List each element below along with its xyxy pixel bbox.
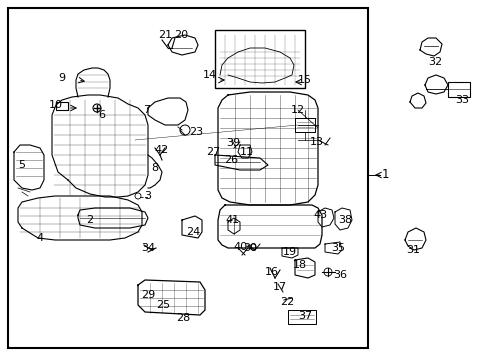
Text: 37: 37 (297, 311, 311, 321)
Text: 3: 3 (144, 191, 151, 201)
Bar (447, 82, 469, 97)
Text: 23: 23 (188, 127, 203, 137)
Text: 27: 27 (205, 147, 220, 157)
Text: 21: 21 (158, 30, 172, 40)
Text: 16: 16 (264, 267, 279, 277)
Text: 7: 7 (143, 105, 150, 115)
Text: 33: 33 (454, 95, 468, 105)
Text: 25: 25 (156, 300, 170, 310)
Text: 15: 15 (297, 75, 311, 85)
Text: 13: 13 (309, 137, 324, 147)
Text: 43: 43 (312, 210, 326, 220)
Text: 36: 36 (332, 270, 346, 280)
Text: 40: 40 (233, 242, 247, 252)
Text: 38: 38 (337, 215, 351, 225)
Text: 41: 41 (225, 215, 240, 225)
Text: 17: 17 (272, 282, 286, 292)
Text: 12: 12 (290, 105, 305, 115)
Text: 14: 14 (203, 70, 217, 80)
Bar (287, 310, 315, 324)
Text: 34: 34 (141, 243, 155, 253)
Text: 29: 29 (141, 290, 155, 300)
Text: 6: 6 (98, 110, 105, 120)
Text: 18: 18 (292, 260, 306, 270)
Text: 1: 1 (381, 168, 388, 181)
Text: 32: 32 (427, 57, 441, 67)
Bar (8, 8, 367, 348)
Text: 22: 22 (279, 297, 293, 307)
Text: 8: 8 (151, 163, 158, 173)
Text: 11: 11 (240, 147, 253, 157)
Text: 39: 39 (225, 138, 240, 148)
Text: 35: 35 (330, 243, 345, 253)
Text: 2: 2 (86, 215, 93, 225)
Text: 28: 28 (176, 313, 190, 323)
Text: 4: 4 (37, 233, 43, 243)
Text: 24: 24 (185, 227, 200, 237)
Text: 26: 26 (224, 155, 238, 165)
Text: 20: 20 (174, 30, 188, 40)
Text: 42: 42 (155, 145, 169, 155)
Text: 31: 31 (405, 245, 419, 255)
Text: 19: 19 (283, 247, 296, 257)
Text: 5: 5 (19, 160, 25, 170)
Text: 9: 9 (59, 73, 65, 83)
Text: 10: 10 (49, 100, 63, 110)
Bar (215, 30, 305, 88)
Text: 30: 30 (243, 243, 257, 253)
